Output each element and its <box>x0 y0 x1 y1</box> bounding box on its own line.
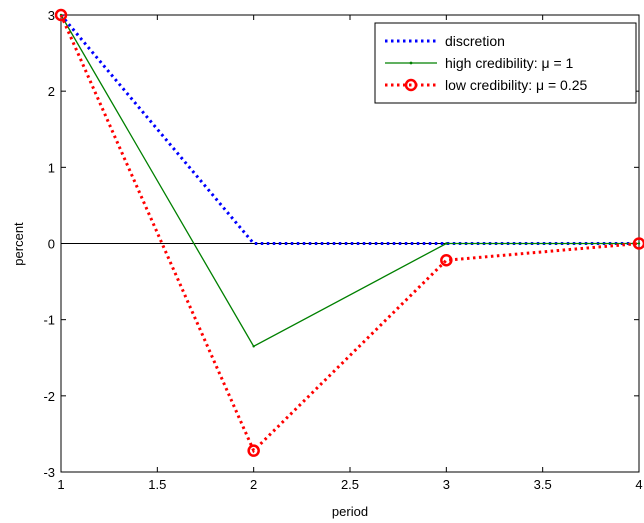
x-tick-label: 1 <box>57 477 64 492</box>
y-axis-title: percent <box>11 222 26 266</box>
series-2-marker <box>445 242 448 245</box>
legend: discretion high credibility: μ = 1 low cre… <box>374 22 637 104</box>
series-3-marker <box>54 8 68 22</box>
x-tick-label: 2 <box>250 477 257 492</box>
legend-marker-3 <box>404 78 418 92</box>
x-tick-label: 3.5 <box>534 477 552 492</box>
y-tick-label: -1 <box>43 313 55 328</box>
series-line-2 <box>60 14 639 348</box>
x-tick-label: 2.5 <box>341 477 359 492</box>
y-tick-label: -3 <box>43 465 55 480</box>
y-tick-label: -2 <box>43 389 55 404</box>
series-3-marker <box>247 444 260 457</box>
y-tick-label: 3 <box>48 8 55 23</box>
legend-marker-2 <box>409 61 413 65</box>
x-tick-label: 3 <box>443 477 450 492</box>
y-tick-label: 2 <box>48 84 55 99</box>
legend-label-1: discretion <box>445 33 505 49</box>
y-tick-label: 1 <box>48 160 55 175</box>
series-2-marker <box>252 345 255 348</box>
plot-area: 1 1.5 2 2.5 3 3.5 4 3 2 1 0 -1 -2 -3 <box>43 8 644 492</box>
legend-label-3: low credibility: μ = 0.25 <box>445 77 588 93</box>
x-axis-title: period <box>332 504 368 519</box>
y-tick-label: 0 <box>48 237 55 252</box>
legend-label-2: high credibility: μ = 1 <box>445 55 574 71</box>
series-3-marker <box>632 237 644 250</box>
x-tick-label: 4 <box>635 477 642 492</box>
x-tick-label: 1.5 <box>148 477 166 492</box>
series-2-marker <box>637 242 641 245</box>
series-3-marker <box>440 254 453 267</box>
